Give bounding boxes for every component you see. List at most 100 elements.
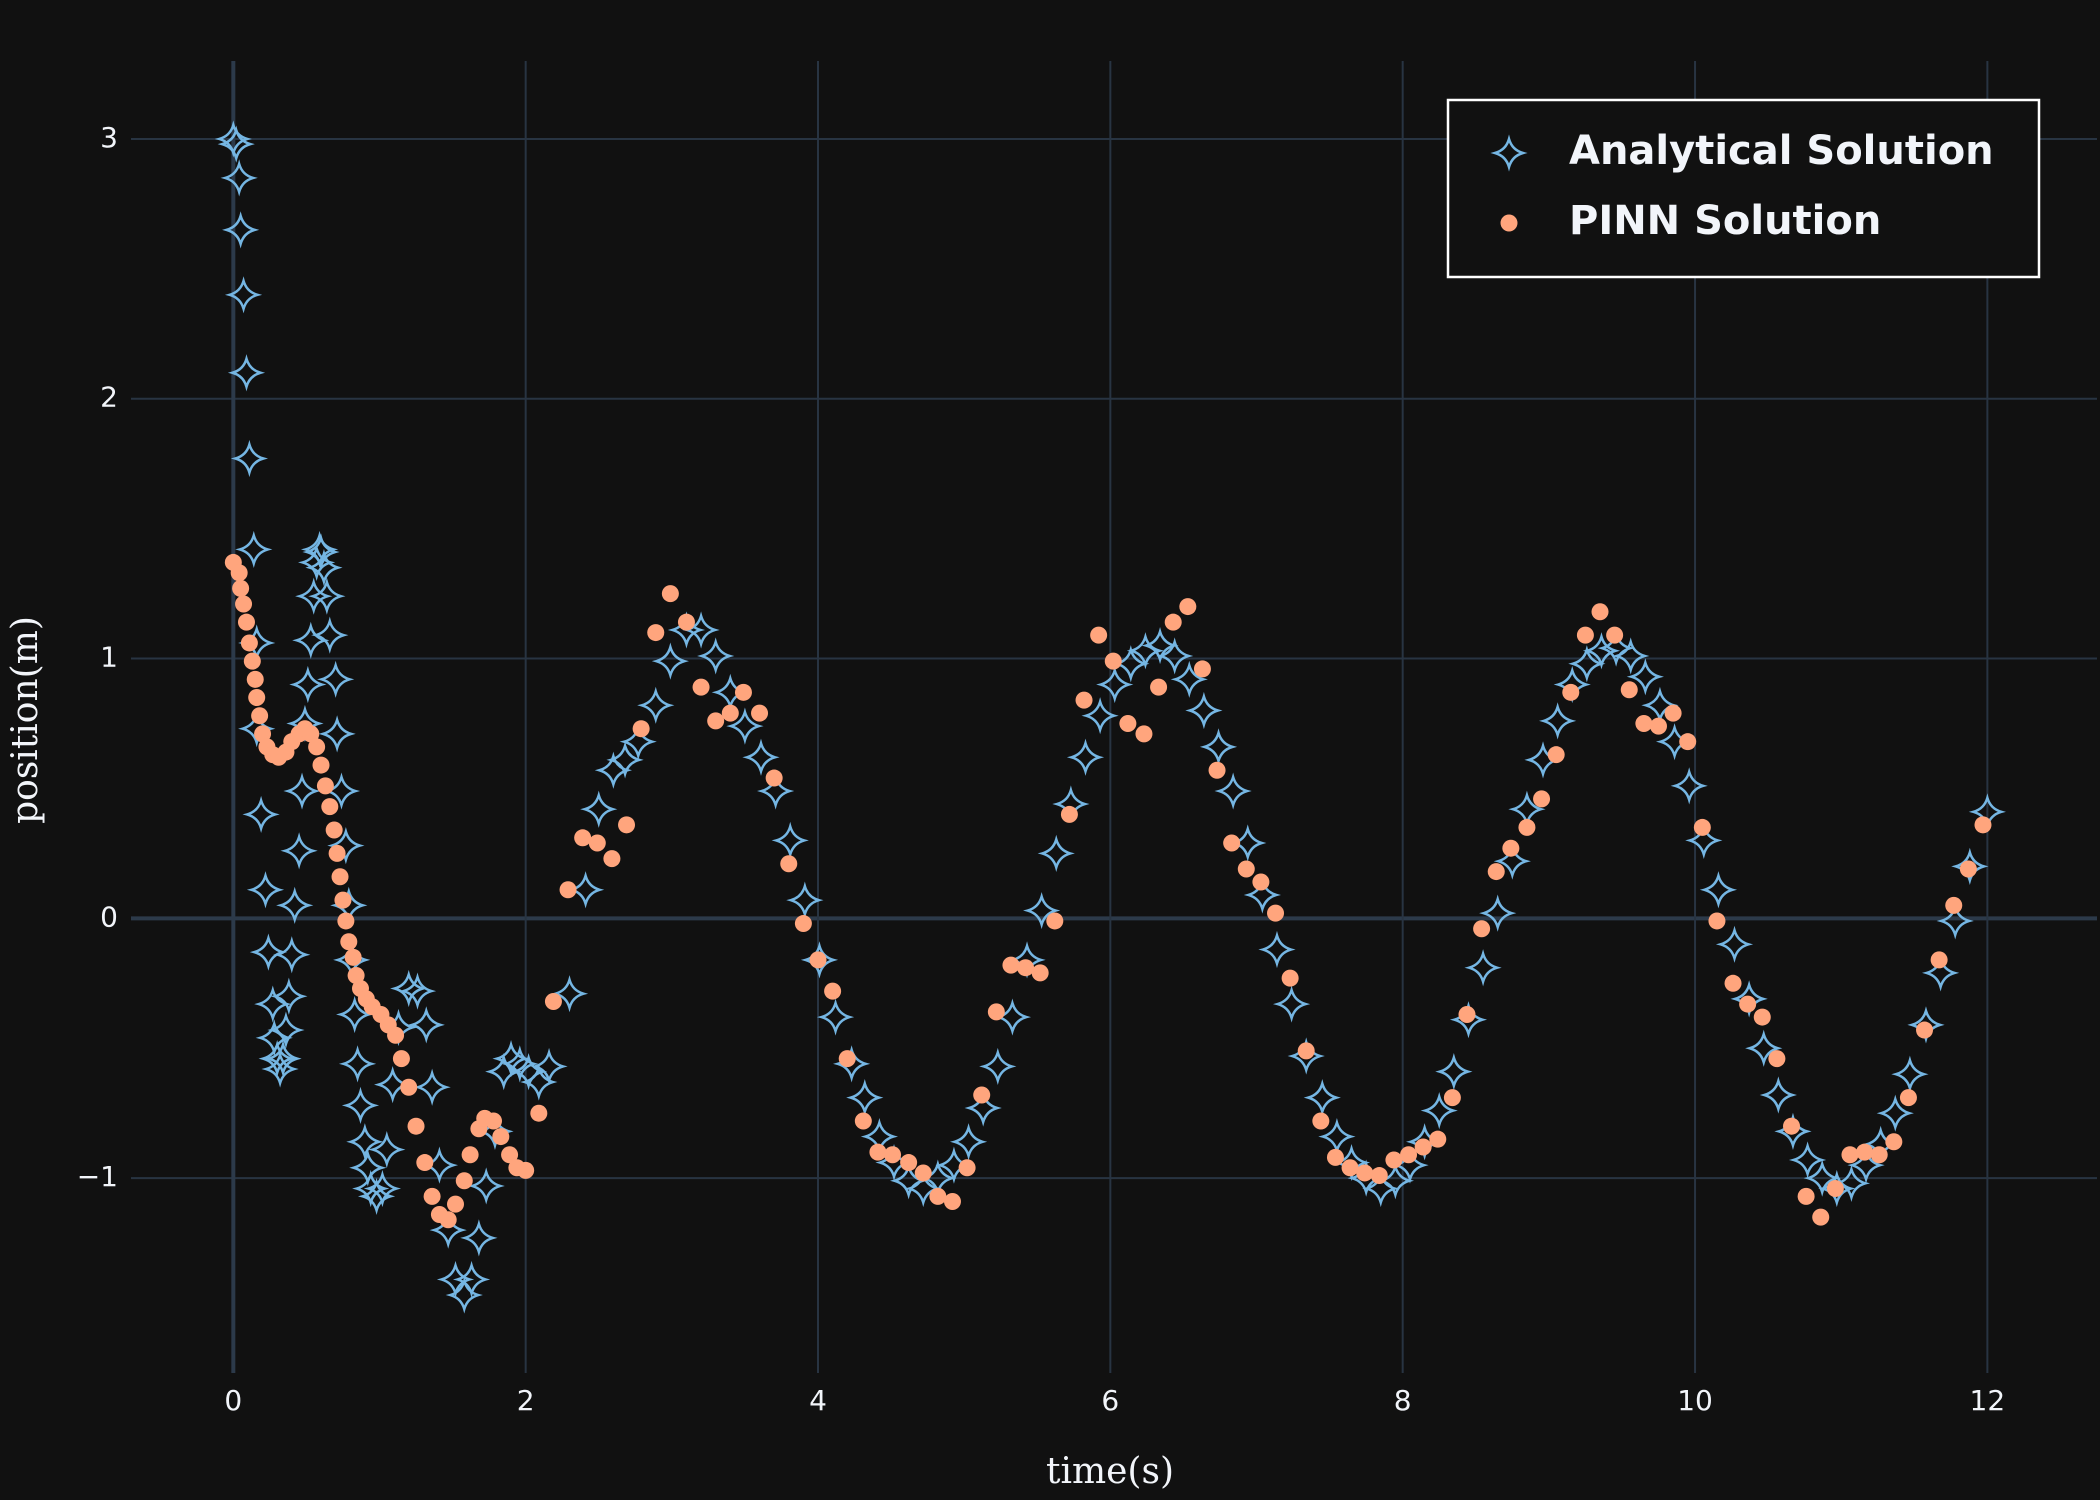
- circle-marker: [517, 1161, 535, 1179]
- circle-marker: [1002, 956, 1020, 974]
- circle-marker: [400, 1078, 418, 1096]
- circle-marker: [1826, 1180, 1844, 1198]
- circle-marker: [1414, 1138, 1432, 1156]
- circle-marker: [1458, 1005, 1476, 1023]
- circle-marker: [1473, 920, 1491, 938]
- star-marker: [374, 1066, 412, 1104]
- star-marker: [254, 985, 292, 1023]
- circle-marker: [321, 798, 339, 816]
- circle-marker: [751, 704, 769, 722]
- circle-marker: [1945, 896, 1963, 914]
- circle-marker: [328, 844, 346, 862]
- circle-marker: [1208, 761, 1226, 779]
- legend-label: PINN Solution: [1569, 198, 1881, 244]
- star-marker: [1715, 925, 1754, 963]
- star-marker: [292, 621, 330, 659]
- star-marker: [580, 790, 618, 828]
- circle-marker: [1060, 805, 1078, 823]
- circle-marker: [251, 707, 269, 725]
- circle-marker: [337, 912, 355, 930]
- circle-marker: [1635, 714, 1653, 732]
- circle-marker: [387, 1026, 405, 1044]
- circle-marker: [254, 725, 272, 743]
- circle-marker: [1385, 1151, 1403, 1169]
- circle-marker: [1429, 1130, 1447, 1148]
- circle-marker: [248, 689, 266, 707]
- star-marker: [1922, 954, 1960, 992]
- circle-marker: [340, 933, 358, 951]
- star-marker: [771, 821, 809, 860]
- legend: Analytical Solution PINN Solution: [1446, 98, 2041, 279]
- circle-marker: [854, 1112, 872, 1130]
- star-marker: [311, 616, 349, 654]
- circle-marker: [1591, 603, 1609, 621]
- star-marker: [1745, 1029, 1783, 1067]
- star-marker: [429, 1211, 467, 1249]
- star-marker: [1214, 772, 1252, 810]
- circle-marker: [794, 915, 812, 933]
- star-marker: [1303, 1079, 1341, 1117]
- star-marker: [1141, 626, 1179, 665]
- star-marker: [1435, 1053, 1473, 1091]
- x-tick-label: 4: [809, 1384, 827, 1417]
- circle-marker: [1341, 1159, 1359, 1177]
- star-marker: [651, 642, 689, 680]
- circle-marker: [1150, 678, 1168, 696]
- star-marker: [619, 723, 657, 761]
- star-marker: [273, 936, 311, 974]
- star-marker: [318, 715, 356, 753]
- circle-marker: [721, 704, 739, 722]
- x-axis-title: time(s): [1046, 1451, 1174, 1492]
- circle-marker: [1223, 834, 1241, 852]
- circle-marker: [1693, 818, 1711, 836]
- star-marker: [341, 1086, 380, 1124]
- star-marker: [224, 276, 263, 314]
- circle-marker: [632, 720, 650, 738]
- star-marker: [816, 998, 855, 1036]
- star-marker: [1023, 891, 1061, 930]
- circle-marker: [446, 1195, 464, 1213]
- x-tick-label: 12: [1970, 1384, 2006, 1417]
- star-marker: [305, 549, 343, 587]
- circle-marker: [824, 982, 842, 1000]
- star-marker: [283, 772, 321, 810]
- circle-marker: [331, 868, 349, 886]
- star-marker: [357, 1177, 396, 1215]
- circle-marker: [1679, 733, 1697, 751]
- circle-marker: [647, 624, 665, 642]
- circle-marker: [1562, 683, 1580, 701]
- circle-marker: [1502, 839, 1520, 857]
- x-tick-label: 0: [224, 1384, 242, 1417]
- y-tick-label: −1: [77, 1160, 118, 1193]
- legend-label: Analytical Solution: [1569, 128, 1994, 174]
- star-marker: [697, 637, 735, 675]
- circle-marker: [869, 1143, 887, 1161]
- star-marker: [1258, 930, 1296, 969]
- circle-marker: [316, 777, 334, 795]
- circle-marker: [392, 1050, 410, 1068]
- circle-marker: [1899, 1089, 1917, 1107]
- circle-marker: [1487, 863, 1505, 881]
- star-marker: [1420, 1092, 1458, 1130]
- star-marker: [1287, 1037, 1325, 1075]
- circle-marker: [1783, 1117, 1801, 1135]
- x-tick-label: 8: [1394, 1384, 1412, 1417]
- circle-marker: [1885, 1133, 1903, 1151]
- star-marker: [1759, 1076, 1797, 1114]
- circle-marker: [243, 652, 261, 670]
- star-marker: [1096, 665, 1134, 704]
- circle-marker: [780, 855, 798, 873]
- star-marker: [606, 741, 644, 779]
- star-marker: [280, 832, 318, 870]
- star-marker: [413, 1068, 451, 1106]
- circle-marker: [765, 769, 783, 787]
- circle-marker: [707, 712, 725, 730]
- star-marker: [217, 125, 255, 163]
- circle-marker: [1075, 691, 1093, 709]
- circle-marker: [1326, 1148, 1344, 1166]
- star-marker: [261, 1050, 299, 1088]
- circle-marker: [1974, 816, 1992, 834]
- circle-marker: [1281, 969, 1299, 987]
- star-marker: [267, 1011, 305, 1049]
- star-marker: [390, 969, 428, 1008]
